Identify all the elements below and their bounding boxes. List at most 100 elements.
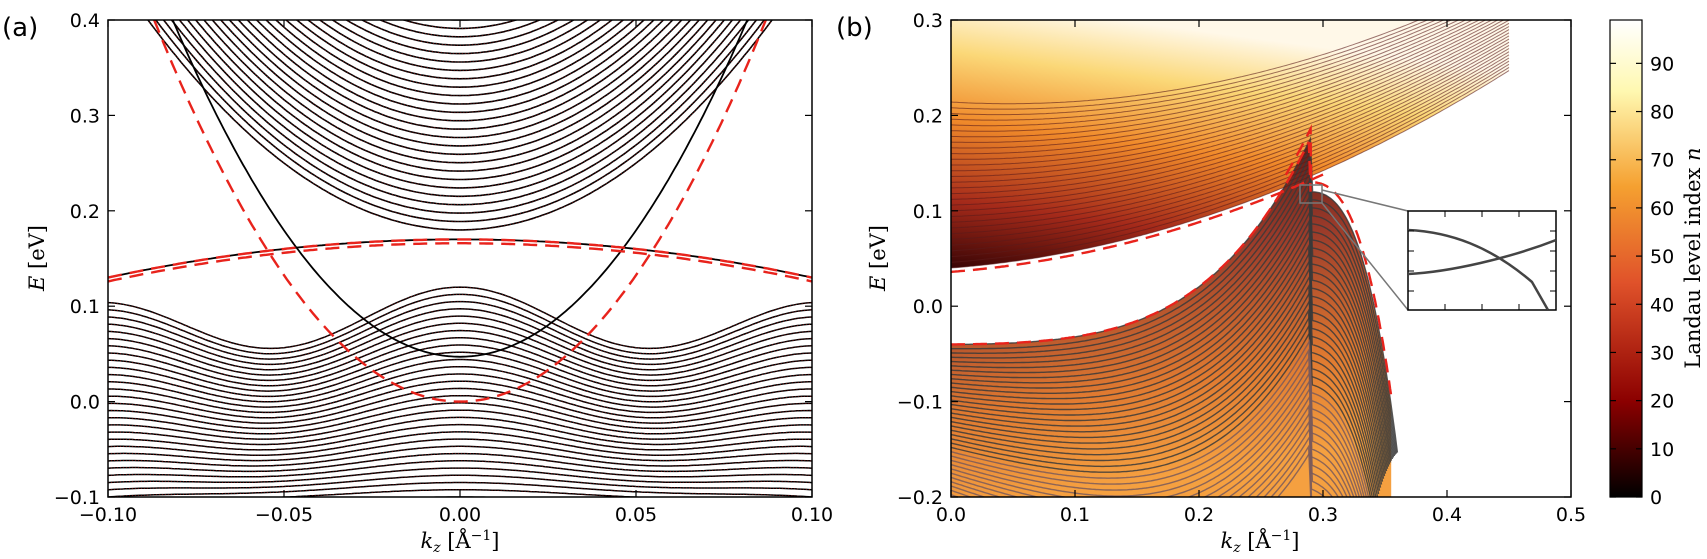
valence-level xyxy=(108,286,812,350)
valence-level-overlay xyxy=(108,453,812,472)
valence-level xyxy=(108,365,812,408)
valence-level xyxy=(108,322,812,376)
conduction-level-overlay xyxy=(361,20,559,46)
y-tick-label: 0.2 xyxy=(70,201,100,223)
conduction-level-overlay xyxy=(449,20,471,21)
conduction-level xyxy=(178,20,742,198)
valence-level xyxy=(951,409,1344,497)
conduction-level xyxy=(951,41,1510,217)
valence-level xyxy=(951,419,1340,497)
conduction-level xyxy=(951,20,1438,116)
valence-level xyxy=(951,199,1391,465)
conduction-level xyxy=(951,20,1453,127)
colorbar-tick-label: 10 xyxy=(1650,439,1674,461)
valence-level xyxy=(951,273,1382,488)
x-tick-label: 0.4 xyxy=(1432,504,1462,526)
valence-level xyxy=(108,445,812,467)
conduction-level xyxy=(951,20,1429,110)
conduction-level xyxy=(951,20,1474,143)
panel-a-xlabel: kz [Å−1] xyxy=(420,528,499,556)
conduction-level xyxy=(951,63,1510,258)
conduction-level xyxy=(228,20,692,147)
valence-level xyxy=(951,224,1388,472)
panel-b-upper-fill xyxy=(951,20,1509,268)
x-tick-label: −0.05 xyxy=(255,504,313,526)
panel-b-plot-area xyxy=(951,20,1510,497)
colorbar-tick-label: 80 xyxy=(1650,102,1674,124)
conduction-level xyxy=(951,20,1487,155)
valence-level xyxy=(108,329,812,382)
conduction-level xyxy=(951,20,1460,132)
panel-b-curves xyxy=(951,20,1510,497)
conduction-level xyxy=(951,20,1505,172)
valence-level-overlay xyxy=(108,344,812,392)
conduction-level-overlay xyxy=(319,20,601,71)
valence-level xyxy=(270,489,650,497)
valence-level-overlay xyxy=(108,286,812,349)
colorbar-tick-label: 0 xyxy=(1650,487,1662,509)
valence-level xyxy=(951,298,1379,497)
x-tick-label: 0.10 xyxy=(791,504,833,526)
valence-level-overlay xyxy=(108,438,812,461)
valence-level xyxy=(1263,434,1326,497)
colorbar-tick-label: 90 xyxy=(1650,53,1674,75)
conduction-level xyxy=(306,20,614,80)
zoom-connector-top xyxy=(1321,189,1409,212)
conduction-level xyxy=(378,20,542,38)
x-tick-label: 0.0 xyxy=(936,504,966,526)
y-tick-label: −0.1 xyxy=(897,392,943,414)
zoom-box xyxy=(1299,184,1323,204)
valence-level-overlay xyxy=(108,388,812,424)
valence-level xyxy=(951,234,1387,474)
conduction-level-overlay xyxy=(187,20,733,189)
valence-level-overlay xyxy=(108,475,812,491)
panel-b: (b) 0.0 0.1 0.2 0.3 0.4 0.5−0.2−0.10.00.10.20… xyxy=(836,10,1586,556)
valence-level xyxy=(108,402,812,435)
y-tick-label: 0.2 xyxy=(913,105,943,127)
conduction-level xyxy=(265,20,655,114)
x-tick-label: 0.00 xyxy=(439,504,481,526)
zero-level-conduction xyxy=(171,20,749,358)
conduction-level xyxy=(951,38,1510,212)
colorbar-tick-label: 20 xyxy=(1650,391,1674,413)
valence-level xyxy=(951,209,1390,467)
x-tick-label: 0.3 xyxy=(1308,504,1338,526)
conduction-level xyxy=(951,20,1493,160)
valence-level-overlay xyxy=(108,352,812,397)
conduction-level xyxy=(146,20,774,231)
conduction-level xyxy=(442,20,478,21)
panel-b-frame xyxy=(950,19,1572,498)
red-dashed-valence-1 xyxy=(108,238,812,279)
y-tick-label: 0.1 xyxy=(913,201,943,223)
zoom-connector-bottom xyxy=(1321,202,1409,311)
red-dashed-drop xyxy=(1284,124,1393,397)
panel-b-xlabel: kz [Å−1] xyxy=(1220,528,1299,556)
colorbar-tick-label: 30 xyxy=(1650,342,1674,364)
panel-b-ticks: 0.0 0.1 0.2 0.3 0.4 0.5 −0.2 −0.1 0.0 0.1 0.2 0.3 xyxy=(897,10,1586,526)
conduction-level xyxy=(237,20,683,139)
valence-level xyxy=(951,264,1383,485)
colorbar: 0 10 20 30 40 50 60 70 80 90 Landau level index n xyxy=(1609,19,1705,509)
conduction-level xyxy=(951,44,1510,223)
conduction-level-overlay xyxy=(256,20,664,121)
red-dashed-lower xyxy=(951,141,1312,346)
conduction-level-overlay xyxy=(203,20,717,172)
valence-level-overlay xyxy=(108,308,812,365)
valence-level-overlay xyxy=(108,380,812,419)
conduction-level xyxy=(951,20,1421,105)
valence-level-overlay xyxy=(108,431,812,456)
y-tick-label: 0.3 xyxy=(70,105,100,127)
conduction-level xyxy=(219,20,701,156)
y-tick-label: 0.1 xyxy=(70,296,100,318)
valence-level xyxy=(951,354,1365,497)
y-tick-label: −0.2 xyxy=(897,487,943,509)
conduction-level-overlay xyxy=(296,20,624,88)
y-tick-label: 0.4 xyxy=(70,10,100,32)
valence-level xyxy=(1255,425,1334,497)
valence-level xyxy=(951,289,1380,495)
valence-level xyxy=(951,379,1358,497)
panel-a-label: (a) xyxy=(2,13,38,43)
panel-a-ticks: −0.10 −0.05 0.00 0.05 0.10 −0.1 0.0 0.1 0.2 0.3 0.… xyxy=(54,10,833,526)
valence-level xyxy=(951,369,1361,497)
